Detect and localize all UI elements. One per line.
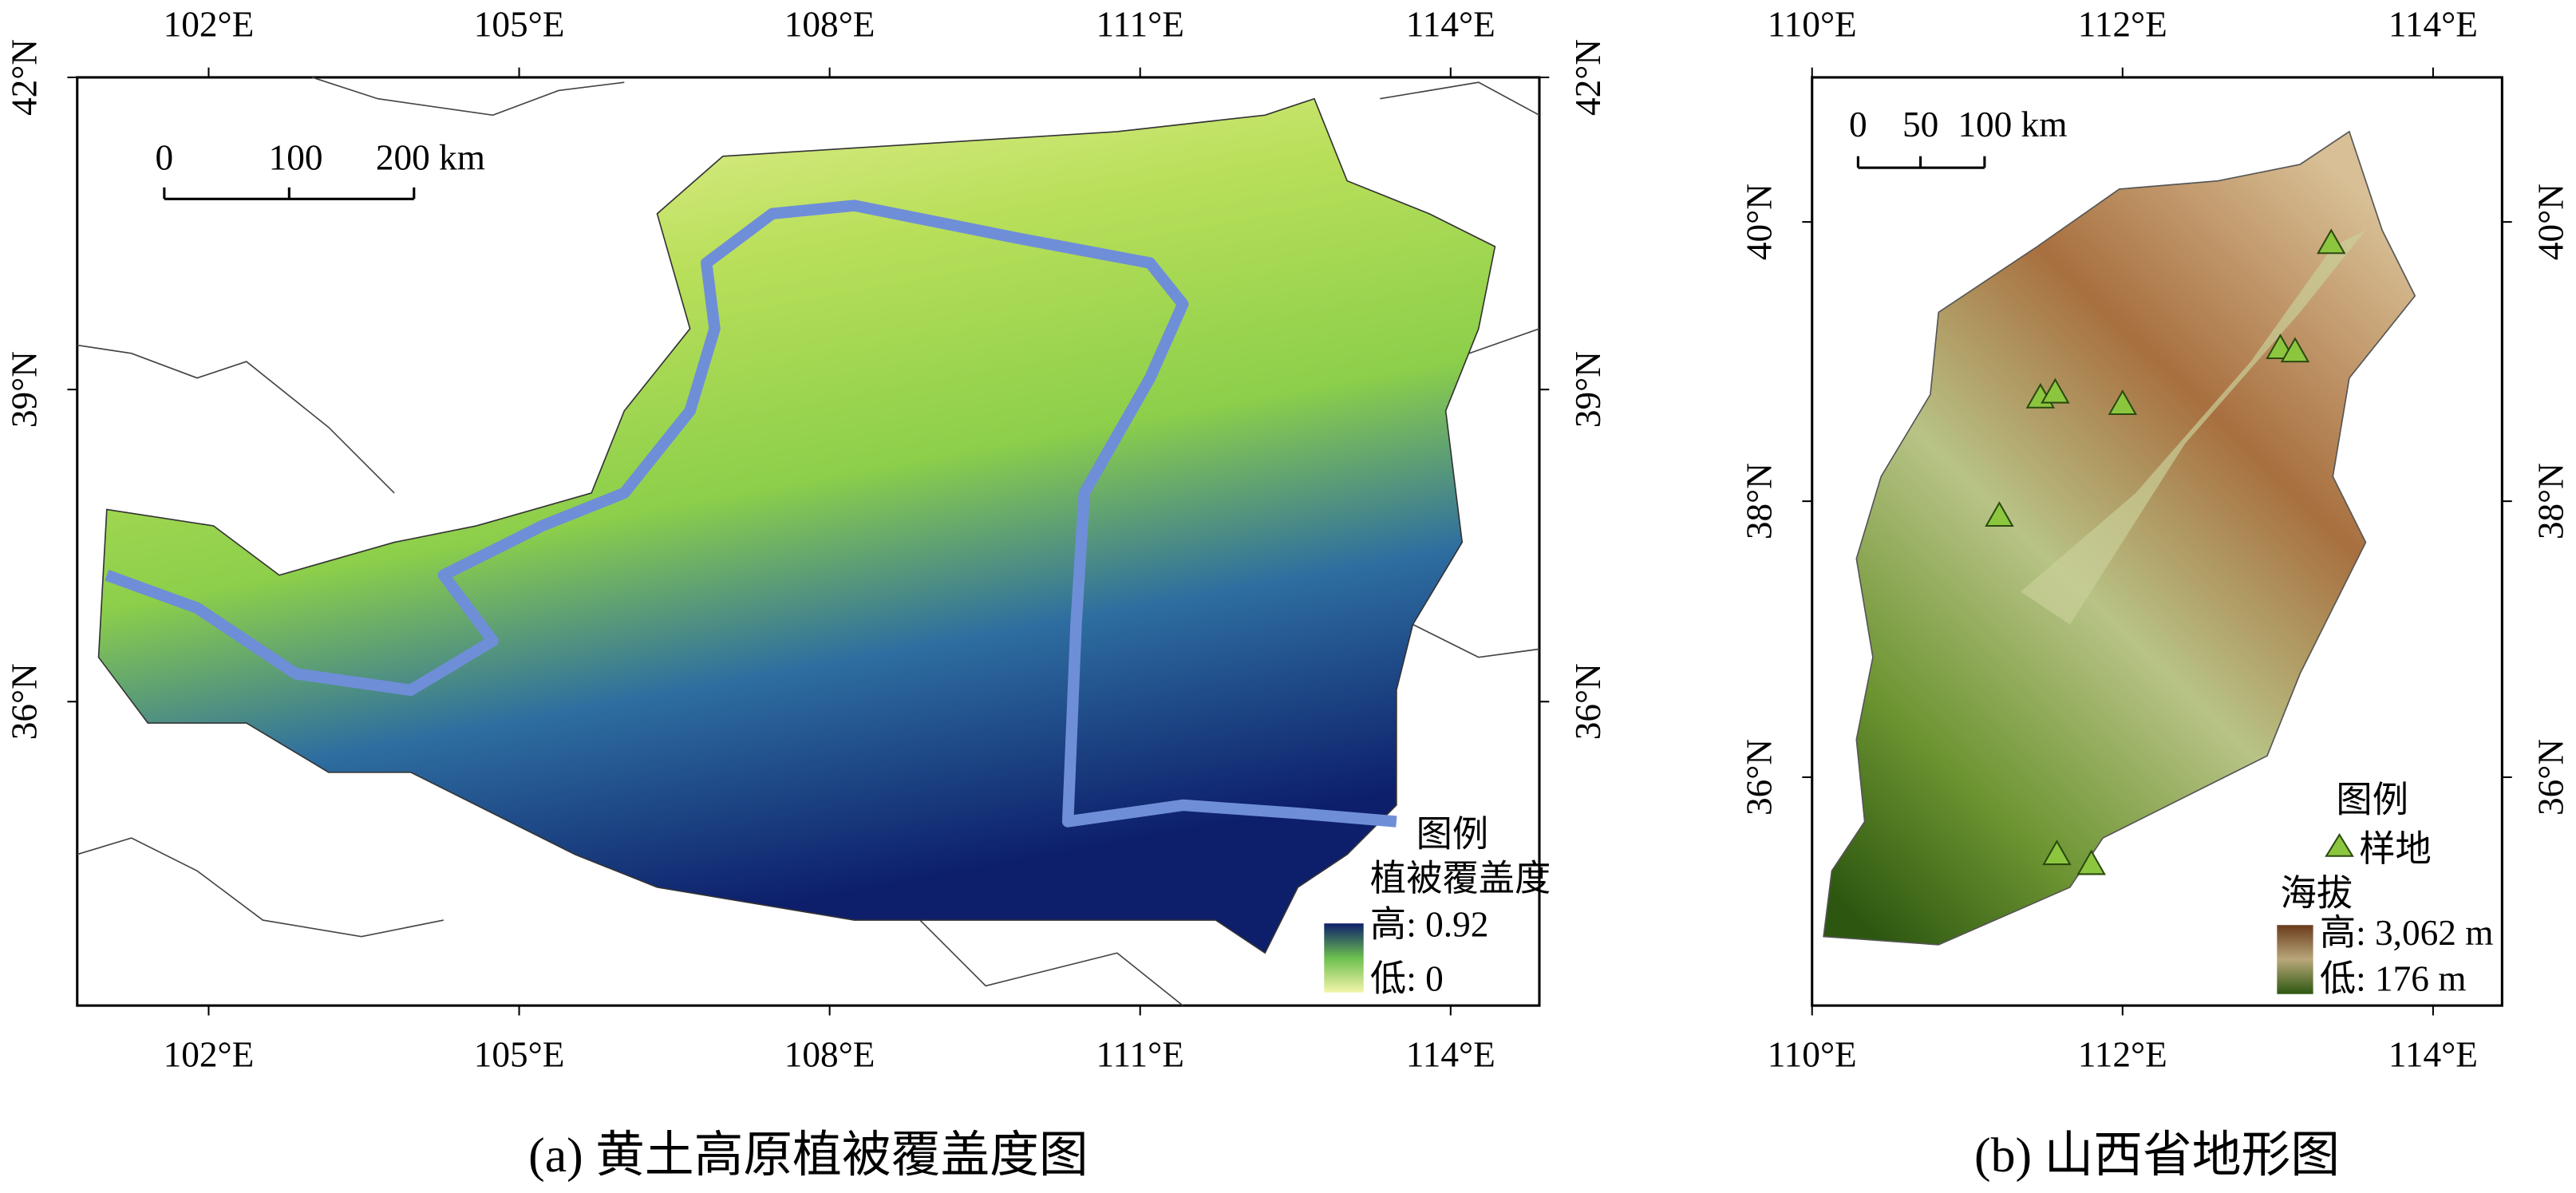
legend-site-symbol	[2325, 833, 2354, 857]
scale-label: 0	[1849, 105, 1867, 144]
lon-label: 112°E	[2078, 5, 2167, 45]
lat-label: 39°N	[1568, 351, 1608, 428]
lat-label: 42°N	[1568, 39, 1608, 116]
lat-label: 36°N	[4, 663, 44, 740]
scale-label: 0	[156, 137, 174, 177]
lon-label: 111°E	[1096, 5, 1184, 45]
lat-label: 38°N	[1739, 463, 1779, 539]
scale-label: 50	[1902, 105, 1938, 144]
legend-title: 图例	[1416, 815, 1489, 855]
lat-label: 36°N	[2531, 739, 2571, 816]
scale-label: 100	[269, 137, 323, 177]
lon-label: 114°E	[2388, 1034, 2478, 1074]
lon-label: 114°E	[1406, 1034, 1495, 1074]
legend-high: 高: 0.92	[1370, 905, 1488, 945]
caption: (b) 山西省地形图	[1974, 1128, 2340, 1183]
lat-label: 36°N	[1739, 739, 1779, 816]
legend-ramp	[2277, 925, 2313, 994]
lon-label: 102°E	[164, 5, 255, 45]
lon-label: 108°E	[784, 1034, 875, 1074]
sample-sites	[1985, 228, 2346, 875]
yellow-river	[105, 199, 1397, 828]
lat-label: 38°N	[2531, 463, 2571, 539]
legend-heading: 植被覆盖度	[1370, 859, 1551, 899]
lon-label: 111°E	[1096, 1034, 1184, 1074]
caption: (a) 黄土高原植被覆盖度图	[528, 1128, 1088, 1183]
lat-label: 36°N	[1568, 663, 1608, 740]
lon-label: 110°E	[1768, 5, 1857, 45]
legend-low: 低: 0	[1370, 959, 1444, 999]
lon-label: 105°E	[474, 1034, 565, 1074]
legend-low: 低: 176 m	[2320, 959, 2467, 999]
lon-label: 102°E	[164, 1034, 255, 1074]
lon-label: 110°E	[1768, 1034, 1857, 1074]
lon-label: 114°E	[1406, 5, 1495, 45]
legend-heading: 海拔	[2280, 874, 2353, 914]
legend-title: 图例	[2336, 780, 2408, 820]
legend-ramp	[1324, 923, 1364, 993]
lat-label: 42°N	[4, 39, 44, 116]
loess-plateau	[97, 97, 1496, 954]
lat-label: 40°N	[2531, 184, 2571, 260]
scale-label: 100 km	[1958, 105, 2067, 144]
scale-bar-ticks	[1856, 156, 1986, 168]
lon-label: 108°E	[784, 5, 875, 45]
legend-site: 样地	[2359, 829, 2432, 869]
lat-label: 40°N	[1739, 184, 1779, 260]
lat-label: 39°N	[4, 351, 44, 428]
lon-label: 114°E	[2388, 5, 2478, 45]
lon-label: 105°E	[474, 5, 565, 45]
lon-label: 112°E	[2078, 1034, 2167, 1074]
scale-label: 200 km	[376, 137, 485, 177]
legend-high: 高: 3,062 m	[2320, 913, 2494, 953]
basin	[2021, 230, 2366, 625]
scale-bar-ticks	[163, 187, 416, 199]
